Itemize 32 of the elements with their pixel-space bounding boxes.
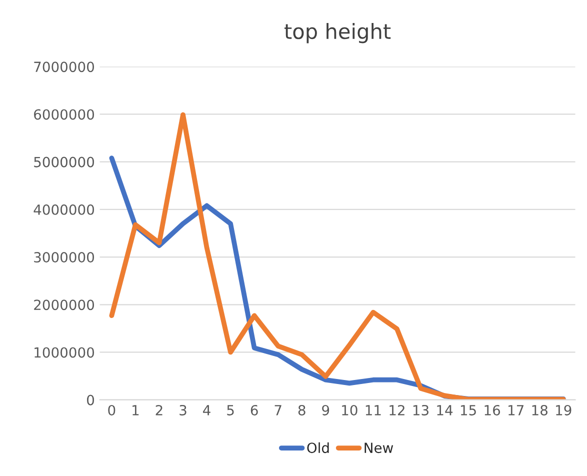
y-tick-label: 7000000 <box>34 62 94 72</box>
x-tick-label: 0 <box>108 404 116 416</box>
legend-label: Old <box>307 442 329 454</box>
x-tick-label: 4 <box>203 405 210 416</box>
x-tick-label: 14 <box>437 405 453 416</box>
x-tick-label: 7 <box>274 405 282 416</box>
x-tick-label: 8 <box>298 404 306 416</box>
y-tick-label: 3000000 <box>34 252 94 263</box>
x-tick-label: 6 <box>250 404 258 416</box>
x-tick-label: 16 <box>484 404 500 416</box>
x-tick-label: 15 <box>460 405 476 416</box>
x-tick-label: 12 <box>390 404 404 416</box>
x-tick-label: 13 <box>413 404 428 416</box>
y-tick-label: 6000000 <box>34 109 94 120</box>
y-tick-label: 4000000 <box>34 204 94 215</box>
x-tick-label: 11 <box>366 405 381 416</box>
y-tick-label: 5000000 <box>34 156 94 168</box>
x-tick-label: 9 <box>322 404 330 416</box>
chart-title: top height <box>284 23 391 44</box>
x-tick-label: 5 <box>227 405 234 416</box>
y-tick-label: 0 <box>87 394 94 406</box>
y-tick-label: 2000000 <box>34 300 94 310</box>
y-tick-label: 1000000 <box>34 347 94 358</box>
legend-label: New <box>364 442 394 454</box>
x-tick-label: 2 <box>156 404 162 416</box>
x-tick-label: 19 <box>556 404 572 416</box>
x-tick-label: 1 <box>132 405 139 416</box>
x-tick-label: 18 <box>532 404 548 416</box>
x-tick-label: 3 <box>180 404 186 416</box>
x-tick-label: 10 <box>342 404 358 416</box>
line-series <box>109 112 566 400</box>
x-tick-label: 17 <box>508 405 524 416</box>
